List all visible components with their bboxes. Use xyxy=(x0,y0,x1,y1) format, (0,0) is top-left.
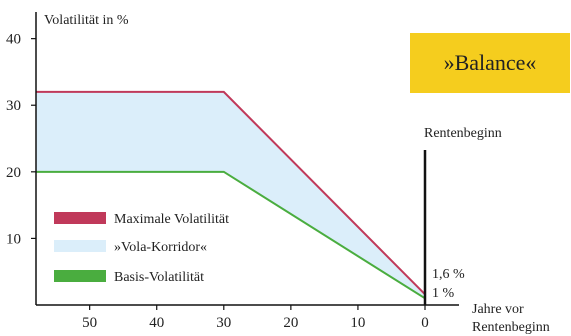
legend-label-max: Maximale Volatilität xyxy=(114,212,229,227)
legend: Maximale Volatilität »Vola-Korridor« Bas… xyxy=(54,212,229,285)
y-tick-label: 30 xyxy=(6,98,21,114)
x-tick-label: 40 xyxy=(149,315,164,331)
legend-swatch-corridor xyxy=(54,240,106,252)
balance-badge-text: »Balance« xyxy=(444,50,537,75)
vola-korridor-area xyxy=(36,91,425,299)
legend-swatch-basis xyxy=(54,270,106,282)
maximale-volatilitaet-line xyxy=(36,90,426,296)
legend-swatch-max xyxy=(54,212,106,224)
balance-badge: »Balance« xyxy=(410,33,570,93)
y-tick-label: 20 xyxy=(6,165,21,181)
x-axis-title-line2: Rentenbeginn xyxy=(472,320,550,335)
rentenbeginn-label: Rentenbeginn xyxy=(424,126,502,141)
x-tick-label: 20 xyxy=(283,315,298,331)
x-axis-title-line1: Jahre vor xyxy=(472,302,524,317)
basis-volatilitaet-line xyxy=(36,170,426,300)
end-label-basis: 1 % xyxy=(432,286,455,301)
x-tick-label: 10 xyxy=(350,315,365,331)
balance-badge-box xyxy=(410,33,570,93)
x-tick-label: 50 xyxy=(82,315,97,331)
y-tick-label: 40 xyxy=(6,32,21,48)
y-tick-label: 10 xyxy=(6,231,21,247)
x-tick-label: 0 xyxy=(421,315,429,331)
x-tick-label: 30 xyxy=(216,315,231,331)
legend-label-corridor: »Vola-Korridor« xyxy=(114,240,207,255)
end-label-max: 1,6 % xyxy=(432,267,465,282)
legend-label-basis: Basis-Volatilität xyxy=(114,270,204,285)
y-axis-title: Volatilität in % xyxy=(44,13,129,28)
